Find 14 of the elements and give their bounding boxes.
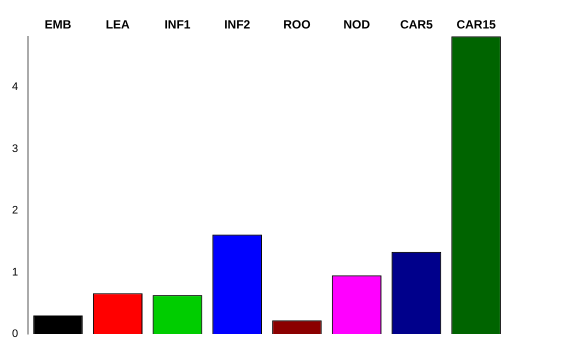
y-tick-label: 3 (12, 142, 18, 155)
x-tick-label: CAR5 (400, 18, 434, 32)
y-tick-label: 2 (12, 204, 18, 217)
y-tick-label: 0 (12, 328, 18, 340)
x-tick-label: NOD (343, 18, 370, 32)
x-tick-label: INF1 (164, 18, 191, 32)
x-tick-label: LEA (106, 18, 130, 32)
x-tick-label: CAR15 (456, 18, 496, 32)
x-tick-label: INF2 (224, 18, 251, 32)
x-tick-label: ROO (283, 18, 311, 32)
bar (33, 315, 83, 334)
y-tick-label: 1 (12, 266, 18, 278)
y-tick-label: 4 (12, 81, 18, 94)
x-tick-label: EMB (44, 18, 72, 32)
